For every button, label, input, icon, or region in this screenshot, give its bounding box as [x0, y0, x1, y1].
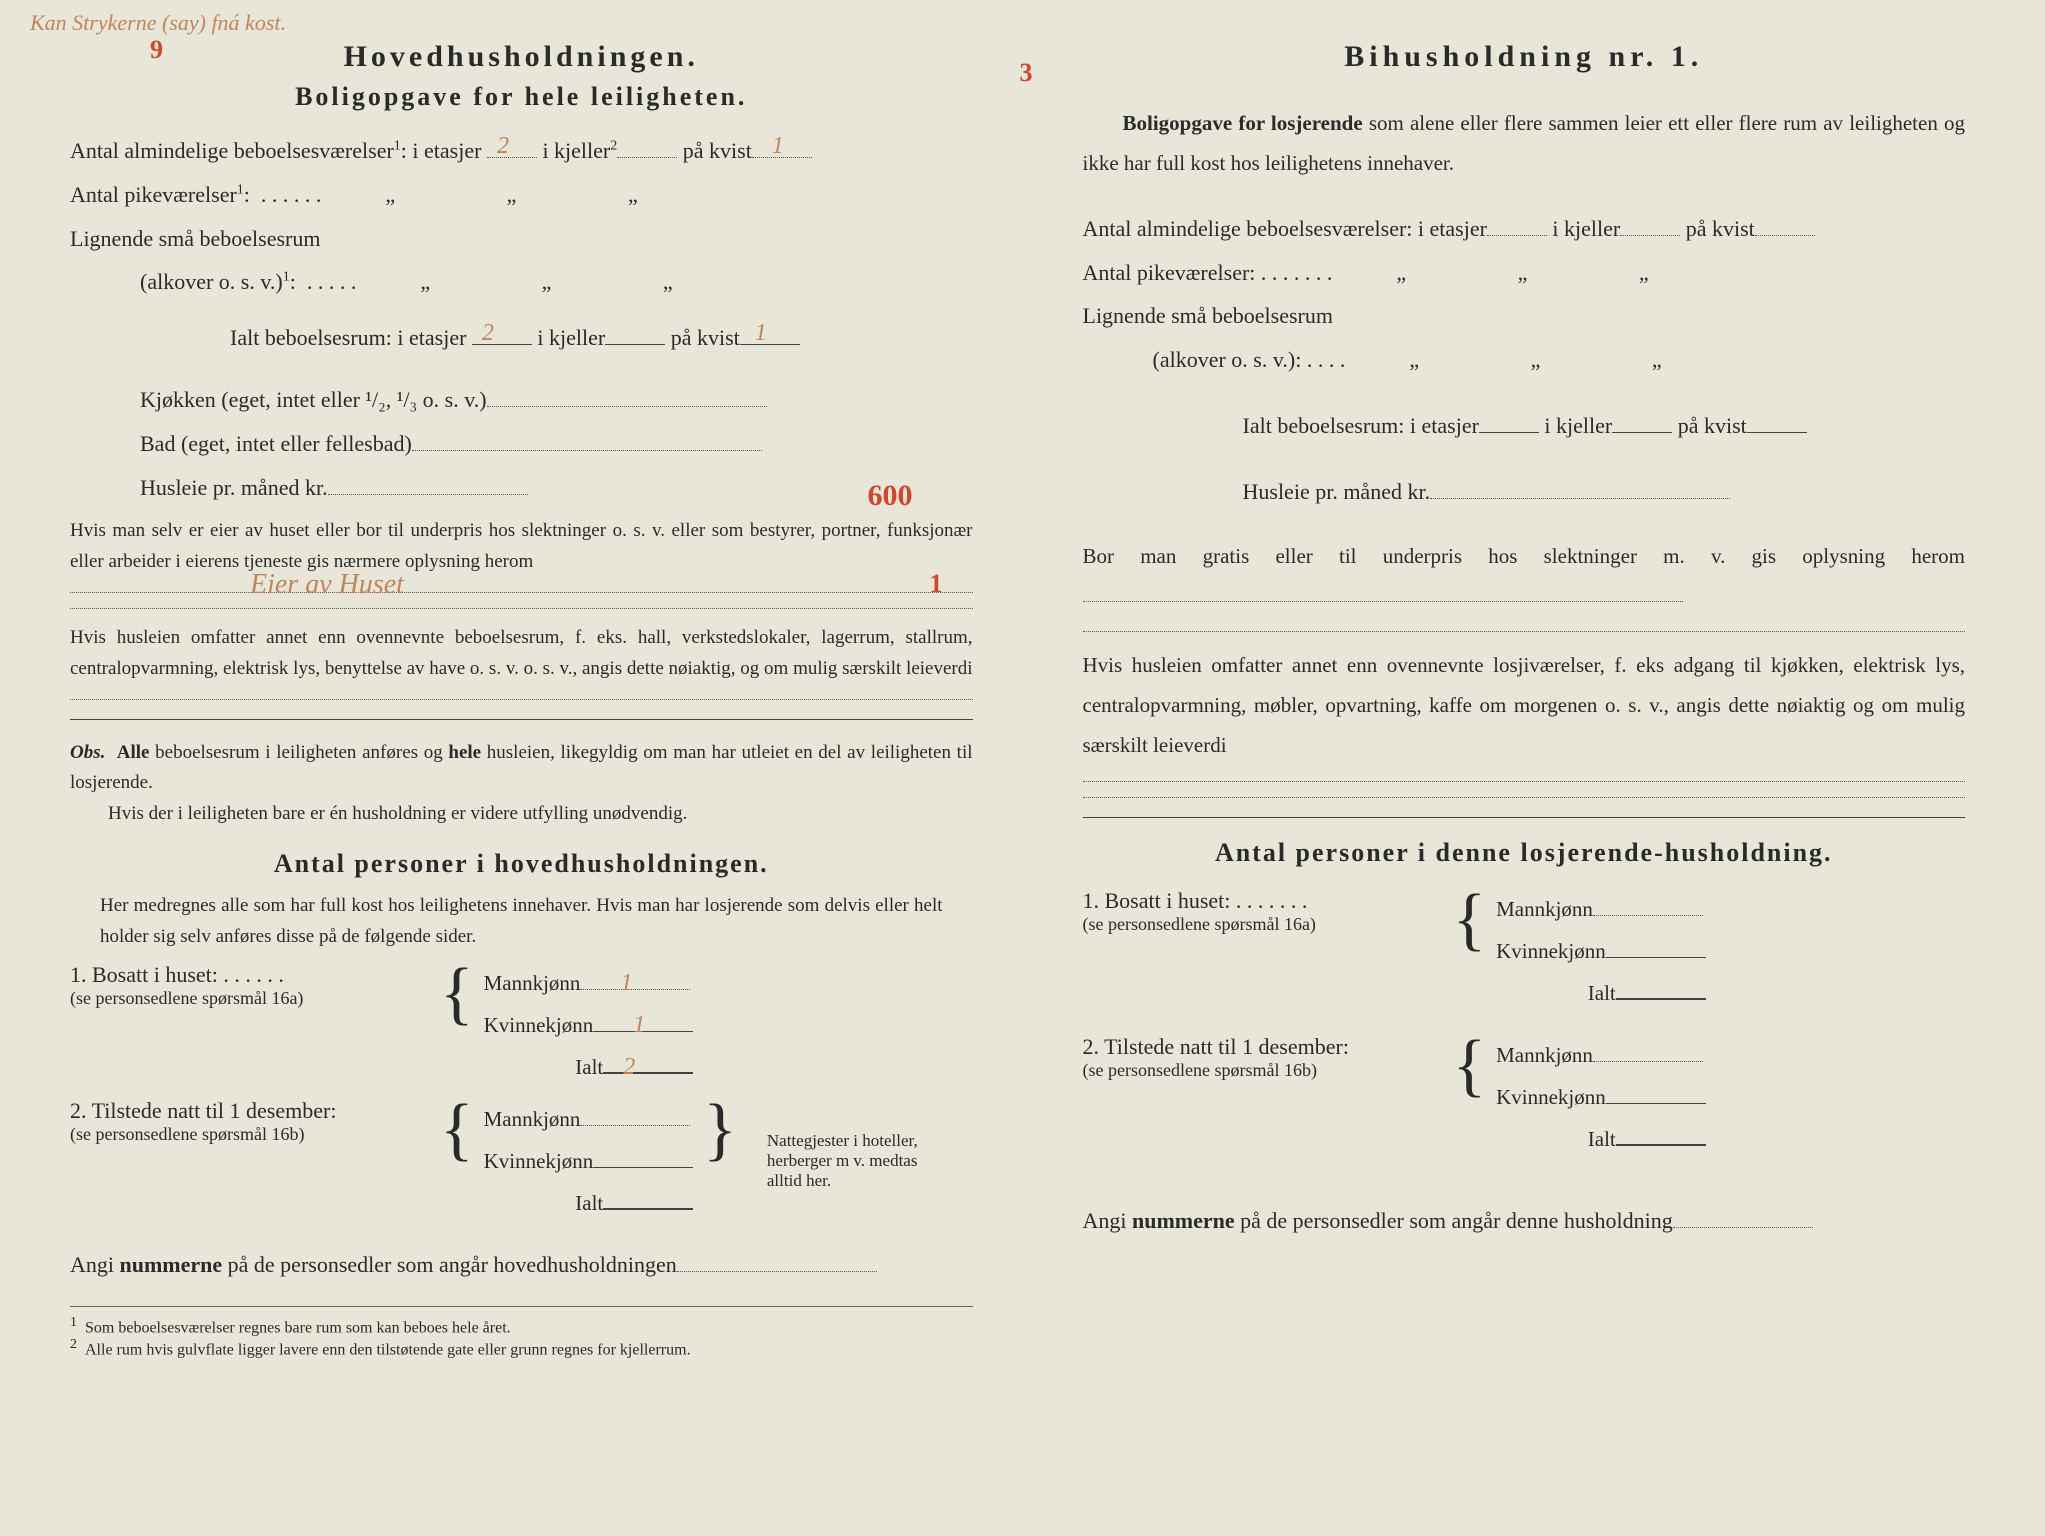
rooms-line-3a: Lignende små beboelsesrum: [70, 218, 973, 260]
rooms-line-1: Antal almindelige beboelsesværelser1: i …: [70, 130, 973, 172]
main-title: Hovedhusholdningen.: [70, 40, 973, 74]
r-para2: Hvis husleien omfatter annet enn ovennev…: [1083, 646, 1966, 766]
person-group-1: 1. Bosatt i huset: . . . . . . (se perso…: [70, 962, 973, 1088]
r-rooms-1: Antal almindelige beboelsesværelser: i e…: [1083, 208, 1966, 250]
r-rooms-2: Antal pikeværelser: . . . . . . . „ „ „: [1083, 252, 1966, 294]
handwritten-number-9: 9: [150, 35, 163, 65]
r-angi: Angi nummerne på de personsedler som ang…: [1083, 1200, 1966, 1242]
r-ialt: Ialt beboelsesrum: i etasjer i kjeller p…: [1083, 405, 1966, 447]
right-page: Bihusholdning nr. 1. Boligopgave for los…: [1023, 20, 2016, 1516]
obs-paragraph: Obs. Alle beboelsesrum i leiligheten anf…: [70, 738, 973, 829]
r-husleie: Husleie pr. måned kr.: [1083, 471, 1966, 513]
r-rooms-3b: (alkover o. s. v.): . . . . „ „ „: [1083, 339, 1966, 381]
persons-title: Antal personer i hovedhusholdningen.: [70, 849, 973, 879]
persons-intro: Her medregnes alle som har full kost hos…: [70, 891, 973, 952]
r-persons-title: Antal personer i denne losjerende-hushol…: [1083, 838, 1966, 868]
ialt-line: Ialt beboelsesrum: i etasjer 2 i kjeller…: [70, 317, 973, 359]
footnotes: 1 Som beboelsesværelser regnes bare rum …: [70, 1306, 973, 1360]
right-intro: Boligopgave for losjerende som alene ell…: [1083, 104, 1966, 184]
r-person-group-2: 2. Tilstede natt til 1 desember: (se per…: [1083, 1034, 1966, 1160]
rooms-line-3b: (alkover o. s. v.)1: . . . . . „ „ „: [70, 261, 973, 303]
r-para1: Bor man gratis eller til underpris hos s…: [1083, 537, 1966, 617]
owner-paragraph: Hvis man selv er eier av huset eller bor…: [70, 516, 973, 577]
handwritten-top-note: Kan Strykerne (say) fná kost.: [30, 10, 286, 36]
husleie-line: Husleie pr. måned kr. 600: [70, 467, 973, 509]
left-page: Kan Strykerne (say) fná kost. 9 Hovedhus…: [30, 20, 1023, 1516]
bad-line: Bad (eget, intet eller fellesbad): [70, 423, 973, 465]
right-title: Bihusholdning nr. 1.: [1083, 40, 1966, 74]
person-group-2: 2. Tilstede natt til 1 desember: (se per…: [70, 1098, 973, 1224]
rooms-line-2: Antal pikeværelser1: . . . . . . „ „ „: [70, 174, 973, 216]
r-person-group-1: 1. Bosatt i huset: . . . . . . . (se per…: [1083, 888, 1966, 1014]
subtitle: Boligopgave for hele leiligheten.: [70, 82, 973, 112]
kjokken-line: Kjøkken (eget, intet eller ¹/₂, ¹/₃ o. s…: [70, 379, 973, 421]
rent-details-paragraph: Hvis husleien omfatter annet enn ovennev…: [70, 623, 973, 684]
r-rooms-3a: Lignende små beboelsesrum: [1083, 295, 1966, 337]
angi-line: Angi nummerne på de personsedler som ang…: [70, 1244, 973, 1286]
